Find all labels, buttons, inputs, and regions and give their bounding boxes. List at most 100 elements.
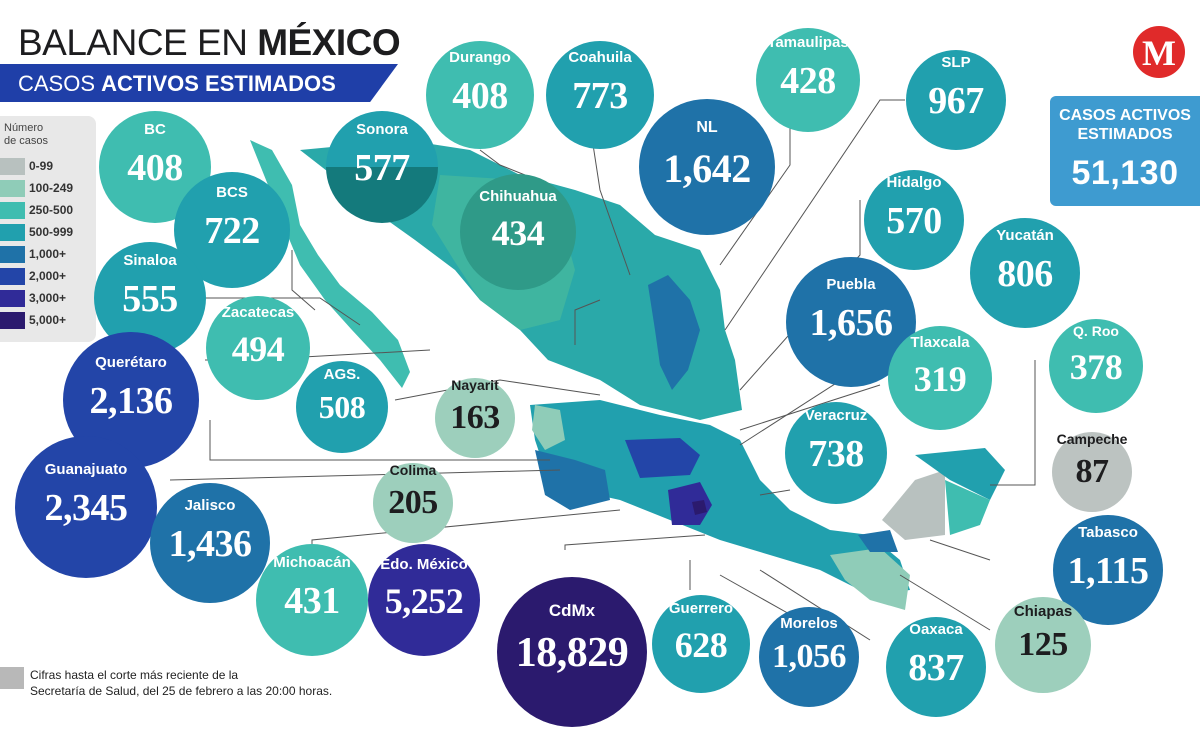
page-title: BALANCE EN MÉXICO: [18, 22, 401, 63]
state-bubble: Q. Roo 378: [1049, 319, 1143, 413]
state-bubble: Michoacán 431: [256, 544, 368, 656]
state-value: 1,115: [1067, 550, 1149, 593]
state-name: Nayarit: [451, 376, 499, 393]
map-region-baja: [250, 140, 410, 388]
legend-swatch: [0, 246, 25, 263]
state-name: Chiapas: [1013, 602, 1073, 620]
state-value: 319: [913, 359, 967, 400]
state-bubble: Colima 205: [373, 461, 453, 543]
state-bubble: Guanajuato 2,345: [15, 436, 157, 578]
state-name: AGS.: [323, 366, 361, 384]
state-value: 408: [452, 75, 508, 118]
map-region-center: [530, 400, 910, 595]
state-name: Jalisco: [184, 497, 236, 515]
state-value: 508: [318, 389, 366, 426]
state-name: BCS: [216, 184, 248, 202]
state-bubble: Hidalgo 570: [864, 170, 964, 270]
state-bubble: AGS. 508: [296, 361, 388, 453]
state-name: Guerrero: [668, 599, 734, 617]
legend-swatch: [0, 268, 25, 285]
state-bubble: Tamaulipas 428: [756, 28, 860, 132]
state-value: 125: [1018, 626, 1068, 664]
legend-swatch: [0, 290, 25, 307]
state-value: 1,642: [663, 146, 751, 191]
map-region-tabasco: [858, 530, 898, 552]
state-bubble: Guerrero 628: [652, 595, 750, 693]
source-note: Cifras hasta el corte más reciente de la…: [30, 668, 333, 698]
leader-line: [719, 125, 791, 266]
state-bubble: Nayarit 163: [435, 376, 515, 458]
leader-line: [169, 469, 561, 481]
state-name: Tamaulipas: [767, 34, 849, 52]
leader-line: [929, 539, 991, 561]
leader-line: [564, 534, 706, 550]
state-bubble: Morelos 1,056: [759, 607, 859, 707]
legend-swatch: [0, 180, 25, 197]
state-name: Coahuila: [568, 49, 632, 67]
map-region-nl: [648, 275, 700, 390]
state-name: Tabasco: [1078, 524, 1138, 542]
state-value: 555: [122, 278, 178, 321]
leader-line: [739, 384, 881, 431]
leader-line: [759, 489, 791, 496]
state-value: 2,345: [44, 487, 129, 530]
leader-lines: [169, 99, 1036, 641]
leader-line: [291, 250, 316, 311]
state-value: 2,136: [89, 380, 174, 423]
state-bubble: Puebla 1,656: [786, 257, 916, 387]
leader-line: [739, 200, 861, 391]
leader-line: [394, 379, 601, 401]
state-value: 408: [127, 147, 183, 190]
leader-line: [311, 509, 621, 560]
state-name: BC: [144, 121, 166, 139]
legend-item: 1,000+: [0, 246, 96, 263]
state-name: Tlaxcala: [910, 333, 970, 351]
legend-item: 100-249: [0, 180, 96, 197]
state-bubble: Chiapas 125: [995, 597, 1091, 693]
state-value: 577: [354, 147, 410, 190]
state-bubble: Zacatecas 494: [206, 296, 310, 400]
state-value: 431: [284, 580, 340, 623]
state-value: 1,056: [772, 638, 847, 676]
state-bubble: Durango 408: [426, 41, 534, 149]
map-region-chiapas: [830, 548, 910, 610]
state-bubble: Veracruz 738: [785, 402, 887, 504]
state-name: Colima: [389, 461, 437, 478]
map-region-jalisco: [535, 450, 610, 510]
state-bubble: Sonora 577: [326, 111, 438, 223]
legend-label: 3,000+: [29, 291, 67, 305]
state-name: NL: [696, 118, 718, 136]
state-value: 806: [997, 253, 1053, 296]
state-name: Oaxaca: [909, 621, 963, 639]
state-value: 773: [572, 75, 628, 118]
state-name: Querétaro: [95, 354, 167, 372]
legend-swatch: [0, 312, 25, 329]
page-subtitle: CASOS ACTIVOS ESTIMADOS: [18, 71, 336, 96]
state-name: Q. Roo: [1073, 322, 1119, 339]
legend-swatch: [0, 158, 25, 175]
legend-label: 0-99: [29, 159, 54, 173]
legend-label: 2,000+: [29, 269, 67, 283]
state-name: Campeche: [1056, 430, 1128, 447]
legend-label: 250-500: [29, 203, 74, 217]
state-bubble: Tlaxcala 319: [888, 326, 992, 430]
state-value: 967: [928, 80, 984, 123]
state-value: 1,436: [168, 523, 253, 566]
state-name: Edo. México: [380, 555, 468, 573]
state-name: Michoacán: [273, 554, 351, 572]
map-region-edomex: [668, 482, 712, 525]
state-bubble: Jalisco 1,436: [150, 483, 270, 603]
state-name: Zacatecas: [221, 303, 295, 321]
legend-label: 100-249: [29, 181, 74, 195]
state-value: 1,656: [809, 302, 894, 345]
legend-title: Número de casos: [4, 122, 49, 147]
state-value: 837: [908, 647, 964, 690]
state-name: Veracruz: [804, 407, 868, 425]
state-bubble: Yucatán 806: [970, 218, 1080, 328]
total-cases-value: 51,130: [1071, 154, 1179, 192]
state-value: 628: [674, 625, 728, 666]
legend-swatch: [0, 224, 25, 241]
state-value: 205: [388, 484, 438, 522]
legend-item: 250-500: [0, 202, 96, 219]
